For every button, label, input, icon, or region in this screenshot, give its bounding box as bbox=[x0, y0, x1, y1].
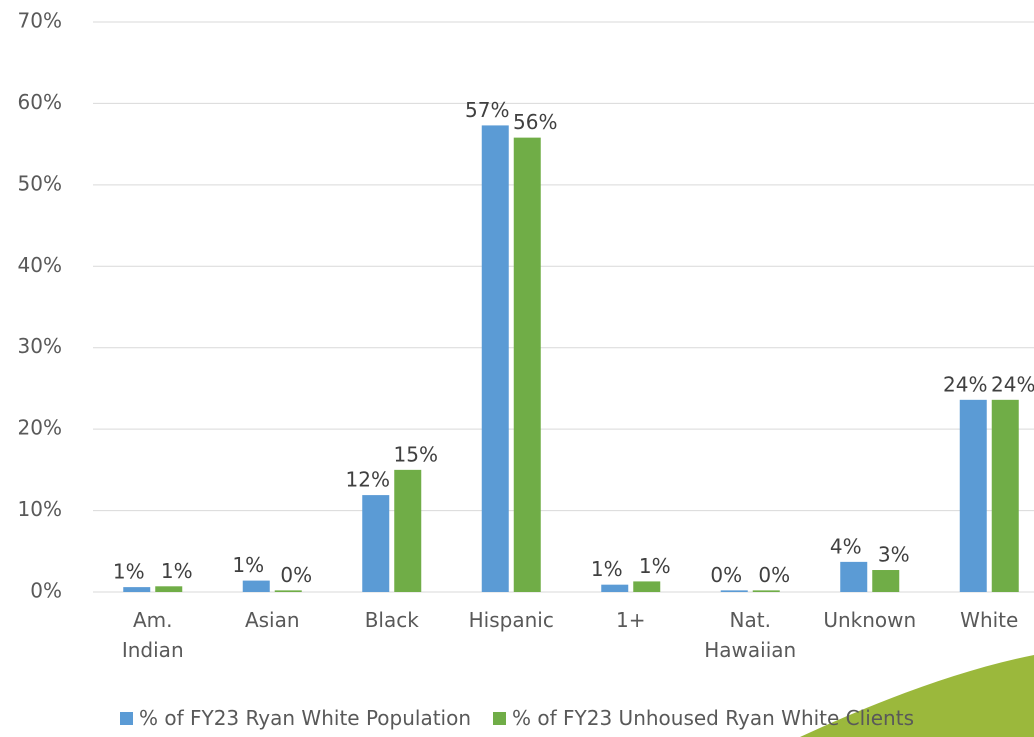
bar bbox=[959, 399, 987, 592]
data-label: 57% bbox=[465, 98, 509, 122]
bar bbox=[720, 590, 748, 592]
bar bbox=[394, 469, 422, 592]
data-label: 15% bbox=[394, 442, 438, 466]
bar bbox=[274, 590, 302, 592]
data-label: 56% bbox=[513, 110, 557, 134]
data-label: 0% bbox=[280, 563, 312, 587]
y-tick-label: 10% bbox=[18, 497, 62, 521]
data-label: 24% bbox=[991, 372, 1034, 396]
legend-label: % of FY23 Ryan White Population bbox=[138, 706, 472, 730]
data-label: 0% bbox=[710, 563, 742, 587]
bar bbox=[991, 399, 1019, 592]
bar bbox=[513, 137, 541, 592]
bar bbox=[840, 561, 868, 592]
legend-label: % of FY23 Unhoused Ryan White Clients bbox=[512, 706, 914, 730]
y-tick-label: 40% bbox=[18, 253, 62, 277]
y-tick-label: 0% bbox=[30, 579, 62, 603]
bar bbox=[481, 125, 509, 593]
y-tick-label: 60% bbox=[18, 90, 62, 114]
x-tick-label: Unknown bbox=[823, 608, 917, 632]
bar bbox=[242, 580, 270, 592]
legend-item: % of FY23 Unhoused Ryan White Clients bbox=[493, 706, 914, 730]
y-tick-label: 30% bbox=[18, 334, 62, 358]
data-label: 12% bbox=[346, 468, 390, 492]
data-label: 24% bbox=[943, 372, 987, 396]
bar bbox=[752, 590, 780, 592]
y-tick-label: 20% bbox=[18, 416, 62, 440]
bar bbox=[155, 586, 183, 592]
legend: % of FY23 Ryan White Population % of FY23… bbox=[0, 706, 1034, 730]
data-label: 0% bbox=[758, 563, 790, 587]
bar bbox=[601, 584, 629, 592]
data-label: 1% bbox=[161, 559, 193, 583]
legend-swatch bbox=[493, 711, 507, 725]
x-tick-label: Nat. Hawaiian bbox=[704, 608, 797, 662]
data-label: 1% bbox=[591, 557, 623, 581]
data-label: 1% bbox=[232, 553, 264, 577]
x-tick-label: Am. Indian bbox=[121, 608, 184, 662]
data-label: 3% bbox=[878, 543, 910, 567]
bar bbox=[123, 587, 151, 592]
x-tick-label: White bbox=[960, 608, 1019, 632]
x-tick-label: 1+ bbox=[616, 608, 646, 632]
bar bbox=[633, 581, 661, 592]
data-label: 4% bbox=[830, 534, 862, 558]
decoration bbox=[800, 655, 1034, 737]
data-label: 1% bbox=[113, 560, 145, 584]
bar bbox=[362, 495, 390, 592]
legend-item: % of FY23 Ryan White Population bbox=[119, 706, 472, 730]
y-tick-label: 70% bbox=[18, 9, 62, 33]
x-tick-label: Black bbox=[364, 608, 419, 632]
data-label: 1% bbox=[639, 554, 671, 578]
legend-swatch bbox=[119, 711, 133, 725]
x-tick-label: Asian bbox=[244, 608, 300, 632]
y-tick-label: 50% bbox=[18, 171, 62, 195]
x-tick-label: Hispanic bbox=[468, 608, 554, 632]
bar bbox=[872, 570, 900, 592]
